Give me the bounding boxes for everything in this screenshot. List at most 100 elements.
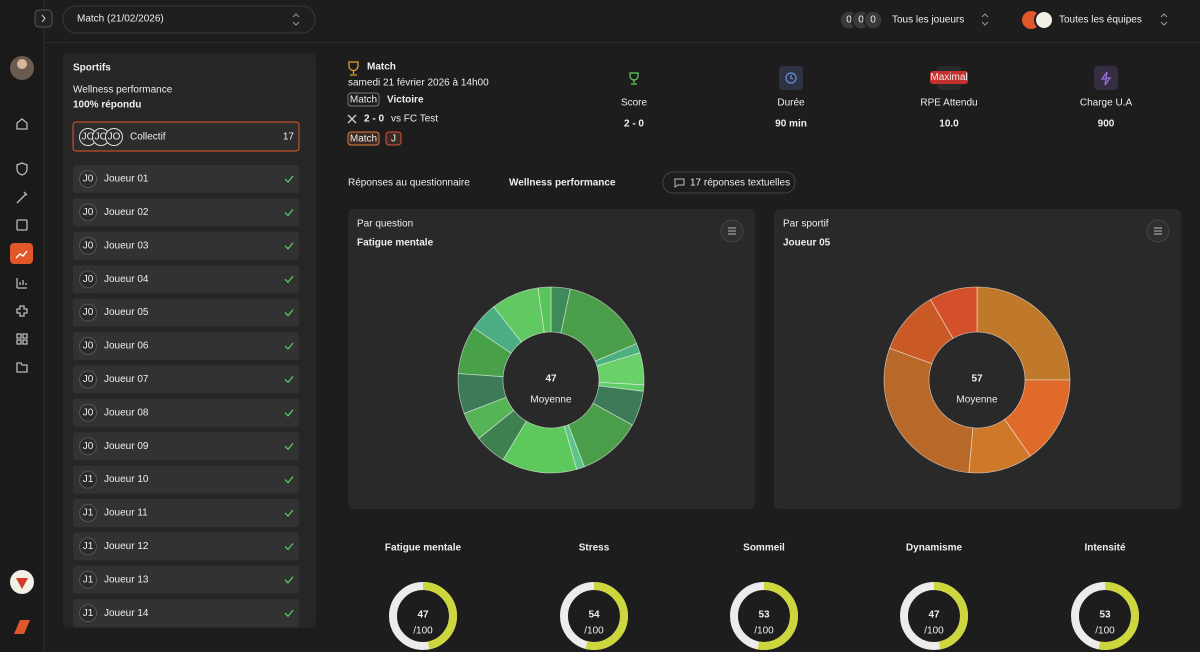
gauge-max: /100	[413, 626, 433, 637]
check-icon	[284, 209, 294, 217]
text-responses-button[interactable]	[662, 171, 796, 194]
stat-value: 900	[1098, 119, 1115, 130]
player-row[interactable]	[73, 365, 299, 394]
player-initials: J0	[83, 307, 94, 318]
player-name: Joueur 11	[104, 508, 148, 519]
check-icon	[284, 609, 294, 618]
donut-segment	[929, 286, 978, 339]
player-name: Joueur 07	[104, 374, 149, 385]
match-result: Victoire	[387, 95, 424, 106]
player-row[interactable]	[73, 432, 299, 461]
check-icon	[284, 509, 294, 517]
player-avatar	[79, 604, 97, 623]
nav-calendar[interactable]	[16, 219, 28, 231]
nav-wand[interactable]	[16, 191, 28, 204]
nav-icons	[16, 118, 28, 373]
center-label: Moyenne	[530, 395, 572, 406]
gauge-label: Sommeil	[743, 543, 785, 554]
player-row[interactable]	[73, 499, 299, 527]
player-initials: J1	[83, 508, 94, 519]
player-row[interactable]	[73, 298, 299, 327]
match-score: 2 - 0	[364, 114, 384, 125]
gauge-label: Intensité	[1084, 543, 1126, 554]
nav-folder[interactable]	[16, 362, 28, 373]
versus-icon	[347, 114, 357, 124]
avatar-initial: JO	[108, 132, 121, 143]
player-initials: J0	[83, 374, 94, 385]
check-icon	[284, 376, 294, 384]
player-avatar	[79, 470, 97, 489]
player-row[interactable]	[73, 398, 299, 427]
gauge-arc	[422, 582, 457, 650]
brand-logo	[14, 620, 30, 634]
gauge-arc	[1098, 582, 1139, 650]
toggle-button[interactable]	[34, 9, 53, 28]
player-avatar	[79, 570, 97, 589]
check-icon	[284, 275, 294, 284]
gauge-value: 47	[417, 610, 429, 621]
nav-active[interactable]	[10, 243, 33, 264]
center-label: Moyenne	[956, 395, 998, 406]
nav-active-icon	[15, 250, 28, 259]
player-row[interactable]	[73, 332, 299, 360]
collective-label: Collectif	[130, 132, 166, 143]
nav-shield[interactable]	[16, 162, 28, 176]
players-filter: Tous les joueurs	[892, 15, 964, 26]
gauge-label: Fatigue mentale	[385, 543, 462, 554]
nav-rail	[0, 0, 44, 652]
match-select-label: Match (21/02/2026)	[77, 14, 164, 25]
teams-filter: Toutes les équipes	[1059, 15, 1142, 26]
player-name: Joueur 03	[104, 240, 149, 251]
team-logo-shield	[16, 578, 28, 589]
player-name: Joueur 06	[104, 341, 149, 352]
stat-value: 90 min	[775, 119, 807, 130]
check-icon	[284, 242, 294, 250]
player-row[interactable]	[73, 465, 299, 494]
player-avatar	[79, 403, 97, 422]
player-name: Joueur 05	[104, 307, 149, 318]
nav-grid[interactable]	[16, 333, 28, 345]
player-initials: J0	[83, 240, 94, 251]
nav-bar-chart[interactable]	[16, 278, 27, 289]
match-select[interactable]	[62, 5, 316, 34]
player-initials: J1	[83, 474, 94, 485]
player-avatar	[79, 337, 97, 355]
donut-hole	[930, 333, 1024, 427]
player-row[interactable]	[73, 599, 299, 628]
select-chevrons	[1160, 13, 1168, 26]
gauge-arc	[757, 582, 798, 650]
list-icon	[728, 227, 736, 235]
gauge-value: 53	[758, 610, 770, 621]
gauge-label: Dynamisme	[906, 543, 963, 554]
tag-label: Match	[350, 134, 377, 145]
gauge-max: /100	[924, 626, 944, 637]
check-icon	[284, 409, 294, 417]
player-row[interactable]	[73, 198, 299, 227]
player-initials: J1	[83, 574, 94, 585]
stat-icon	[1100, 71, 1112, 86]
player-avatar	[79, 437, 97, 456]
check-icon	[284, 309, 294, 317]
player-row[interactable]	[73, 532, 299, 561]
avatar-initial: JO	[95, 132, 108, 143]
check-icon	[284, 342, 294, 350]
nav-health[interactable]	[16, 305, 28, 317]
text-responses-label: 17 réponses textuelles	[690, 178, 790, 189]
check-icon	[284, 442, 294, 451]
avatar-initial: 0	[870, 15, 876, 26]
player-name: Joueur 02	[104, 207, 149, 218]
gauge-max: /100	[1095, 626, 1115, 637]
player-row[interactable]	[73, 165, 299, 193]
gauge-max: /100	[584, 626, 604, 637]
donut-segment	[537, 286, 552, 333]
player-row[interactable]	[73, 231, 299, 260]
chart-title: Fatigue mentale	[357, 238, 434, 249]
player-row[interactable]	[73, 265, 299, 294]
player-row[interactable]	[73, 565, 299, 594]
player-name: Joueur 01	[104, 174, 149, 185]
nav-home[interactable]	[16, 118, 28, 130]
player-initials: J0	[83, 407, 94, 418]
collective-row[interactable]	[72, 121, 300, 152]
stat-icon	[785, 72, 797, 84]
